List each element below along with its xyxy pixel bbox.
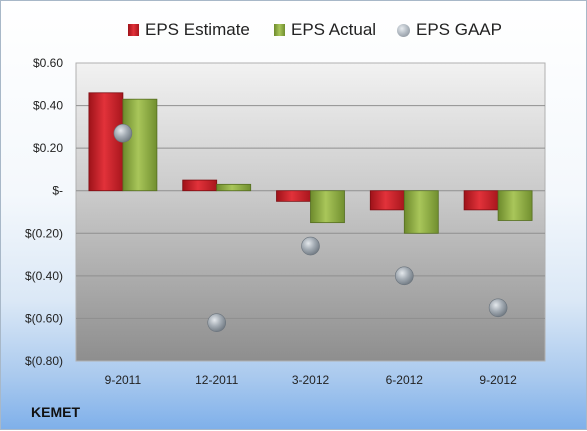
bar-eps-estimate: [369, 190, 405, 211]
point-eps-gaap: [113, 123, 133, 143]
y-tick-label: $0.40: [33, 99, 63, 113]
bar-eps-estimate: [182, 179, 218, 192]
legend-marker-gaap: [397, 23, 410, 37]
point-eps-gaap: [207, 313, 226, 332]
bar-eps-estimate: [88, 92, 124, 192]
x-axis: 9-2011 12-2011 3-2012 6-2012 9-2012: [105, 373, 517, 387]
bar-eps-actual: [216, 183, 252, 192]
x-tick-label: 9-2012: [479, 373, 517, 387]
y-tick-label: $0.60: [33, 56, 63, 70]
legend-item-gaap: EPS GAAP: [397, 19, 502, 41]
legend-label-estimate: EPS Estimate: [145, 20, 250, 39]
x-tick-label: 6-2012: [386, 373, 424, 387]
y-tick-label: $(0.40): [25, 269, 63, 283]
legend-swatch-actual: [274, 24, 285, 36]
legend-item-actual: EPS Actual: [274, 19, 376, 41]
legend-label-actual: EPS Actual: [291, 20, 377, 39]
company-name: KEMET: [31, 404, 80, 420]
y-tick-label: $(0.20): [25, 226, 63, 240]
bar-eps-estimate: [463, 190, 499, 211]
point-eps-gaap: [394, 266, 414, 286]
x-tick-label: 3-2012: [292, 373, 330, 387]
bar-eps-actual: [310, 190, 345, 224]
bar-eps-estimate: [276, 190, 311, 202]
y-tick-label: $(0.60): [25, 311, 63, 325]
y-tick-label: $(0.80): [25, 354, 63, 368]
point-eps-gaap: [488, 298, 508, 318]
point-eps-gaap: [301, 236, 320, 256]
y-tick-label: $-: [52, 184, 63, 198]
bar-eps-actual: [497, 190, 533, 221]
legend-item-estimate: EPS Estimate: [128, 19, 250, 41]
legend-swatch-estimate: [128, 24, 139, 36]
x-tick-label: 12-2011: [195, 373, 238, 387]
bars: [88, 92, 533, 234]
bar-eps-actual: [403, 190, 439, 234]
gaap-points: [113, 123, 508, 332]
bar-eps-actual: [122, 98, 158, 192]
y-tick-label: $0.20: [33, 141, 63, 155]
y-axis: $0.60 $0.40 $0.20 $- $(0.20) $(0.40) $(0.60) $(…: [25, 56, 63, 368]
legend-label-gaap: EPS GAAP: [416, 20, 502, 39]
x-tick-label: 9-2011: [105, 373, 142, 387]
